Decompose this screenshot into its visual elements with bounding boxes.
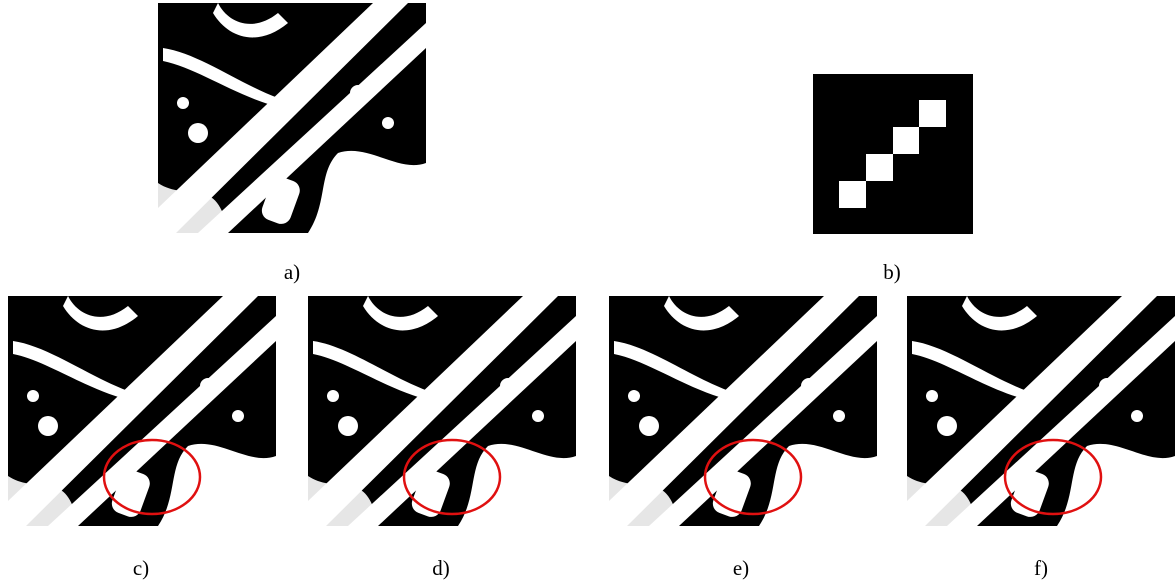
- result-image: [609, 296, 877, 526]
- page: {"panels": [{"label": "a)"}, {"label": "…: [0, 0, 1175, 586]
- result-image: [8, 296, 276, 526]
- panel-label: c): [133, 556, 149, 580]
- panel-label: b): [883, 260, 901, 284]
- panel-label: f): [1034, 556, 1048, 580]
- panel-label: d): [432, 556, 450, 580]
- input-image: [158, 3, 426, 233]
- result-image: [907, 296, 1175, 526]
- result-image: [308, 296, 576, 526]
- panel-label: a): [284, 260, 300, 284]
- panel-label: e): [733, 556, 749, 580]
- structuring-element: [813, 74, 973, 234]
- figure: a) b) c) d) e) f): [0, 0, 1175, 586]
